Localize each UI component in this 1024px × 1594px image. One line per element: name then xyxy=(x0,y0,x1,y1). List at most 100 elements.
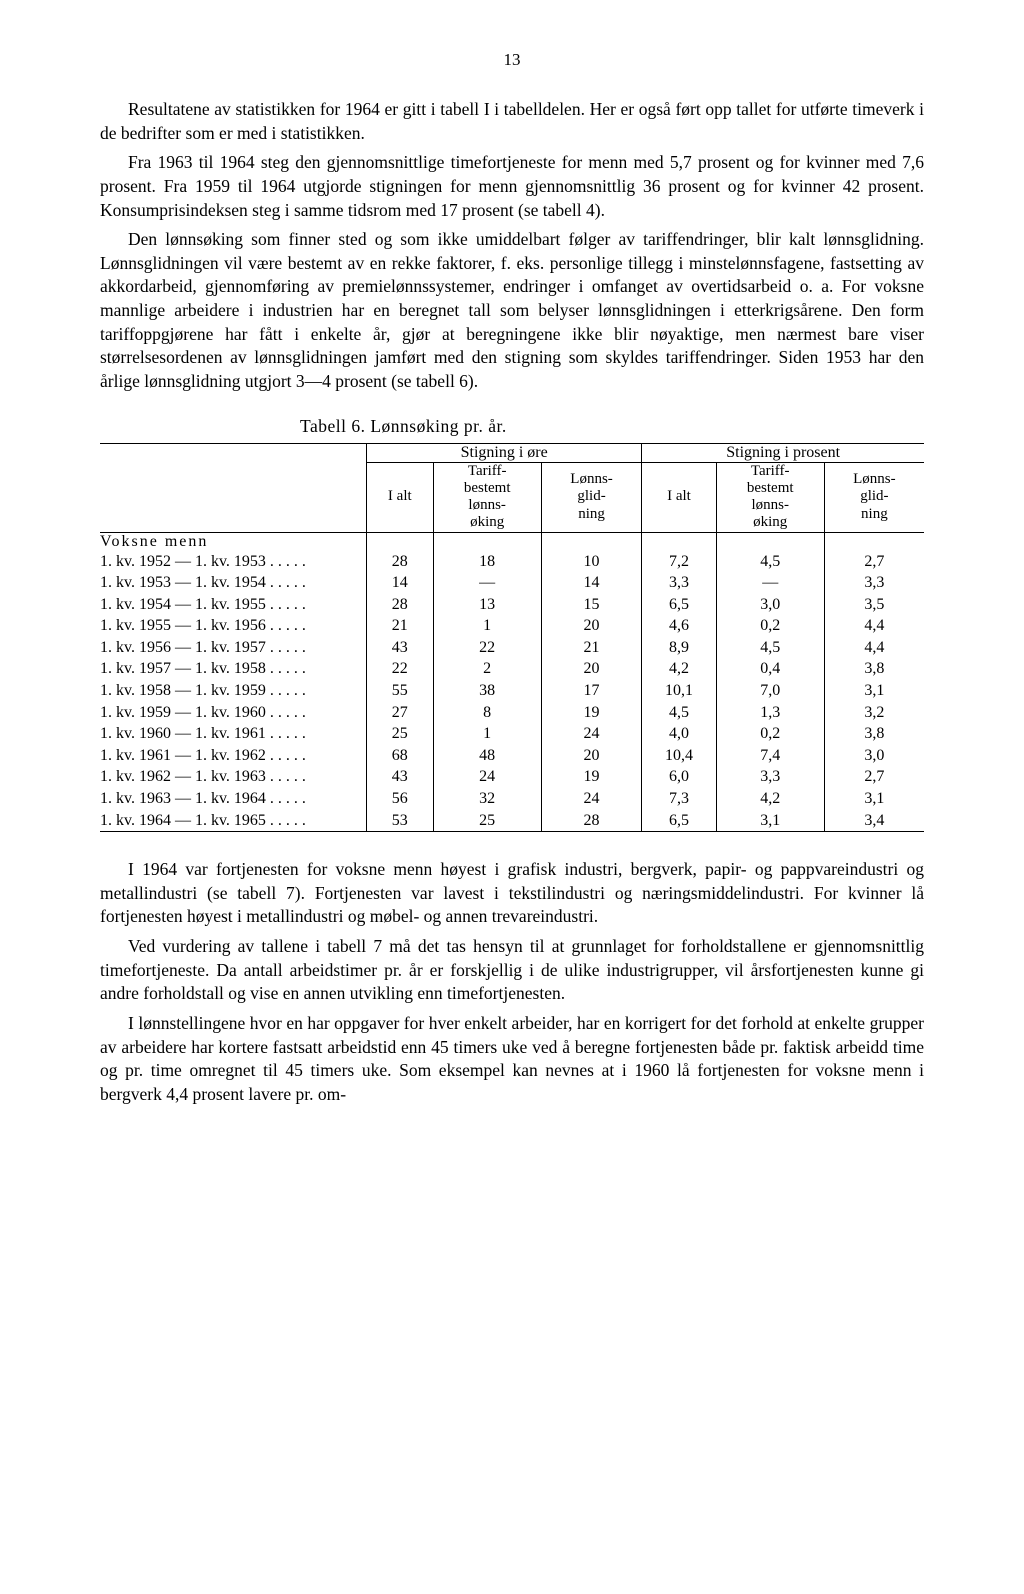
cell: 21 xyxy=(367,615,434,637)
col-group-ore: Stigning i øre xyxy=(367,443,642,462)
cell: 2,7 xyxy=(824,766,924,788)
row-label: 1. kv. 1964 — 1. kv. 1965 . . . . . xyxy=(100,810,367,832)
row-label: 1. kv. 1959 — 1. kv. 1960 . . . . . xyxy=(100,702,367,724)
cell: 4,2 xyxy=(716,788,824,810)
cell: 19 xyxy=(541,766,642,788)
cell: 7,2 xyxy=(642,551,716,573)
cell: 8 xyxy=(433,702,541,724)
cell: 6,5 xyxy=(642,594,716,616)
cell: 4,0 xyxy=(642,723,716,745)
cell: 3,8 xyxy=(824,723,924,745)
cell: — xyxy=(716,572,824,594)
cell: — xyxy=(433,572,541,594)
cell: 25 xyxy=(367,723,434,745)
cell: 3,3 xyxy=(642,572,716,594)
row-label: 1. kv. 1963 — 1. kv. 1964 . . . . . xyxy=(100,788,367,810)
cell: 14 xyxy=(541,572,642,594)
cell: 1,3 xyxy=(716,702,824,724)
cell: 3,3 xyxy=(824,572,924,594)
cell: 4,2 xyxy=(642,658,716,680)
cell: 24 xyxy=(541,788,642,810)
cell: 24 xyxy=(433,766,541,788)
table-row: 1. kv. 1960 — 1. kv. 1961 . . . . .25124… xyxy=(100,723,924,745)
col-prosent-glid: Lønns-glid-ning xyxy=(824,462,924,532)
cell: 18 xyxy=(433,551,541,573)
col-prosent-ialt: I alt xyxy=(642,462,716,532)
cell: 3,8 xyxy=(824,658,924,680)
cell: 14 xyxy=(367,572,434,594)
cell: 48 xyxy=(433,745,541,767)
cell: 0,2 xyxy=(716,723,824,745)
table-row: 1. kv. 1963 — 1. kv. 1964 . . . . .56322… xyxy=(100,788,924,810)
cell: 7,3 xyxy=(642,788,716,810)
cell: 3,0 xyxy=(716,594,824,616)
table-row: 1. kv. 1961 — 1. kv. 1962 . . . . .68482… xyxy=(100,745,924,767)
cell: 8,9 xyxy=(642,637,716,659)
row-label: 1. kv. 1958 — 1. kv. 1959 . . . . . xyxy=(100,680,367,702)
row-label: 1. kv. 1954 — 1. kv. 1955 . . . . . xyxy=(100,594,367,616)
cell: 6,0 xyxy=(642,766,716,788)
cell: 2 xyxy=(433,658,541,680)
col-ore-ialt: I alt xyxy=(367,462,434,532)
col-group-prosent: Stigning i prosent xyxy=(642,443,924,462)
paragraph-2: Fra 1963 til 1964 steg den gjennomsnittl… xyxy=(100,151,924,222)
col-ore-tariff: Tariff-bestemtlønns-øking xyxy=(433,462,541,532)
cell: 3,3 xyxy=(716,766,824,788)
col-ore-glid: Lønns-glid-ning xyxy=(541,462,642,532)
row-label: 1. kv. 1961 — 1. kv. 1962 . . . . . xyxy=(100,745,367,767)
paragraph-6: I lønnstellingene hvor en har oppgaver f… xyxy=(100,1012,924,1107)
table-row: 1. kv. 1954 — 1. kv. 1955 . . . . .28131… xyxy=(100,594,924,616)
cell: 3,4 xyxy=(824,810,924,832)
cell: 43 xyxy=(367,766,434,788)
cell: 2,7 xyxy=(824,551,924,573)
cell: 20 xyxy=(541,658,642,680)
cell: 4,6 xyxy=(642,615,716,637)
page-number: 13 xyxy=(100,50,924,70)
cell: 10 xyxy=(541,551,642,573)
table-row: 1. kv. 1964 — 1. kv. 1965 . . . . .53252… xyxy=(100,810,924,832)
table-row: 1. kv. 1956 — 1. kv. 1957 . . . . .43222… xyxy=(100,637,924,659)
paragraph-1: Resultatene av statistikken for 1964 er … xyxy=(100,98,924,145)
cell: 3,1 xyxy=(824,788,924,810)
table-row: 1. kv. 1959 — 1. kv. 1960 . . . . .27819… xyxy=(100,702,924,724)
cell: 68 xyxy=(367,745,434,767)
cell: 15 xyxy=(541,594,642,616)
row-label: 1. kv. 1953 — 1. kv. 1954 . . . . . xyxy=(100,572,367,594)
table-section-heading: Voksne menn xyxy=(100,532,367,551)
cell: 20 xyxy=(541,615,642,637)
cell: 17 xyxy=(541,680,642,702)
cell: 55 xyxy=(367,680,434,702)
cell: 28 xyxy=(541,810,642,832)
cell: 28 xyxy=(367,594,434,616)
cell: 4,4 xyxy=(824,615,924,637)
cell: 3,1 xyxy=(716,810,824,832)
cell: 7,4 xyxy=(716,745,824,767)
cell: 56 xyxy=(367,788,434,810)
cell: 24 xyxy=(541,723,642,745)
row-label: 1. kv. 1960 — 1. kv. 1961 . . . . . xyxy=(100,723,367,745)
table-row: 1. kv. 1958 — 1. kv. 1959 . . . . .55381… xyxy=(100,680,924,702)
row-label: 1. kv. 1957 — 1. kv. 1958 . . . . . xyxy=(100,658,367,680)
cell: 1 xyxy=(433,723,541,745)
row-label: 1. kv. 1955 — 1. kv. 1956 . . . . . xyxy=(100,615,367,637)
cell: 28 xyxy=(367,551,434,573)
cell: 10,1 xyxy=(642,680,716,702)
table-row: 1. kv. 1953 — 1. kv. 1954 . . . . .14—14… xyxy=(100,572,924,594)
document-page: 13 Resultatene av statistikken for 1964 … xyxy=(0,0,1024,1594)
cell: 20 xyxy=(541,745,642,767)
row-label: 1. kv. 1952 — 1. kv. 1953 . . . . . xyxy=(100,551,367,573)
cell: 43 xyxy=(367,637,434,659)
cell: 0,2 xyxy=(716,615,824,637)
cell: 4,4 xyxy=(824,637,924,659)
table-row: 1. kv. 1955 — 1. kv. 1956 . . . . .21120… xyxy=(100,615,924,637)
cell: 4,5 xyxy=(642,702,716,724)
table-row: 1. kv. 1952 — 1. kv. 1953 . . . . .28181… xyxy=(100,551,924,573)
cell: 4,5 xyxy=(716,551,824,573)
cell: 21 xyxy=(541,637,642,659)
cell: 3,1 xyxy=(824,680,924,702)
cell: 38 xyxy=(433,680,541,702)
col-prosent-tariff: Tariff-bestemtlønns-øking xyxy=(716,462,824,532)
cell: 10,4 xyxy=(642,745,716,767)
table-caption: Tabell 6. Lønnsøking pr. år. xyxy=(100,416,924,437)
cell: 1 xyxy=(433,615,541,637)
